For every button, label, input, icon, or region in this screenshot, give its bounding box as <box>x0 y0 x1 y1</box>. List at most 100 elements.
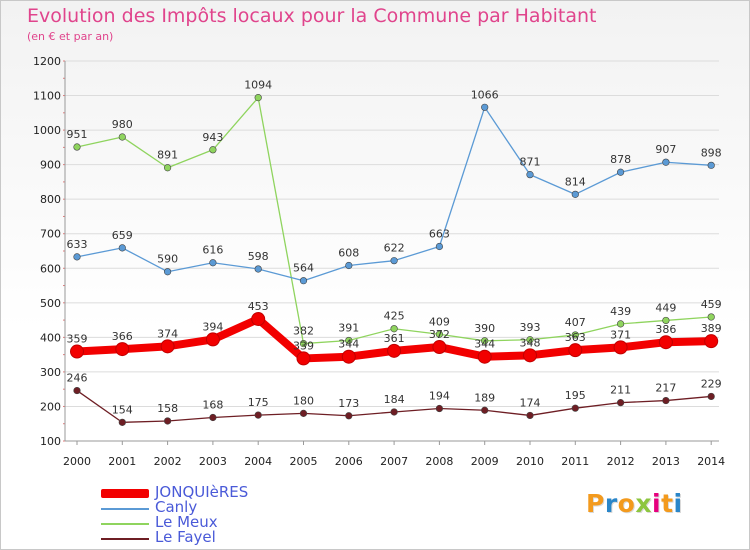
data-label-jonquieres: 453 <box>248 300 269 313</box>
x-tick-label: 2008 <box>425 455 453 468</box>
data-point-le-meux <box>254 94 262 102</box>
data-point-jonquieres <box>160 339 175 354</box>
data-point-canly <box>707 161 715 169</box>
data-point-le-meux <box>526 336 534 344</box>
data-label-canly: 659 <box>112 229 133 242</box>
data-label-le-meux: 1094 <box>244 79 272 92</box>
logo-letter: i <box>673 489 683 518</box>
data-label-jonquieres: 348 <box>520 336 541 349</box>
data-label-le-fayel: 195 <box>565 389 586 402</box>
data-point-le-fayel <box>118 418 126 426</box>
data-point-jonquieres <box>296 351 311 366</box>
data-point-canly <box>435 242 444 251</box>
x-tick-label: 2014 <box>697 455 725 468</box>
data-label-le-meux: 891 <box>157 149 178 162</box>
data-point-jonquieres <box>387 343 402 358</box>
y-tick-label: 700 <box>40 228 61 241</box>
data-label-canly: 564 <box>293 262 314 275</box>
y-tick-label: 600 <box>40 262 61 275</box>
x-tick-label: 2006 <box>335 455 363 468</box>
data-label-jonquieres: 386 <box>655 323 676 336</box>
data-point-le-fayel <box>481 406 489 414</box>
data-label-le-fayel: 184 <box>384 393 405 406</box>
data-point-canly <box>164 268 172 276</box>
data-label-le-meux: 391 <box>338 321 359 334</box>
data-label-le-meux: 407 <box>565 316 586 329</box>
y-tick-label: 100 <box>40 435 61 448</box>
x-tick-label: 2012 <box>607 455 635 468</box>
data-point-canly <box>118 244 126 252</box>
data-label-jonquieres: 339 <box>293 339 314 352</box>
data-label-jonquieres: 394 <box>202 320 223 333</box>
y-tick-label: 300 <box>40 366 61 379</box>
x-tick-label: 2003 <box>199 455 227 468</box>
data-point-le-fayel <box>707 392 715 401</box>
legend-swatch-canly <box>101 508 149 510</box>
data-point-jonquieres <box>432 340 447 355</box>
data-label-canly: 907 <box>655 143 676 156</box>
data-label-le-fayel: 174 <box>520 396 541 409</box>
data-label-le-fayel: 168 <box>202 399 223 412</box>
data-label-jonquieres: 374 <box>157 327 178 340</box>
data-label-le-meux: 980 <box>112 118 133 131</box>
data-label-le-fayel: 229 <box>701 377 722 390</box>
data-point-le-fayel <box>662 396 670 405</box>
data-label-le-fayel: 189 <box>474 391 495 404</box>
data-point-jonquieres <box>205 332 220 347</box>
data-point-le-fayel <box>435 404 444 413</box>
data-point-le-meux <box>73 143 81 151</box>
data-label-le-meux: 393 <box>520 321 541 334</box>
data-label-le-fayel: 173 <box>338 397 359 410</box>
data-label-le-meux: 449 <box>655 301 676 314</box>
x-tick-label: 2011 <box>561 455 589 468</box>
y-tick-label: 1100 <box>33 90 61 103</box>
chart-title: Evolution des Impôts locaux pour la Comm… <box>27 5 597 27</box>
x-tick-label: 2001 <box>108 455 136 468</box>
x-tick-label: 2000 <box>63 455 91 468</box>
data-label-jonquieres: 361 <box>384 332 405 345</box>
data-point-canly <box>616 168 625 176</box>
data-point-canly <box>73 253 81 261</box>
data-point-le-meux <box>616 320 625 328</box>
data-label-jonquieres: 344 <box>338 338 359 351</box>
data-point-le-meux <box>299 339 308 348</box>
data-label-le-meux: 439 <box>610 305 631 318</box>
data-point-canly <box>662 158 670 166</box>
legend-swatch-le-meux <box>101 523 149 525</box>
x-tick-label: 2010 <box>516 455 544 468</box>
legend-swatch-le-fayel <box>101 538 149 540</box>
data-label-le-fayel: 217 <box>655 382 676 395</box>
legend-label-canly: Canly <box>155 498 198 516</box>
x-tick-label: 2004 <box>244 455 272 468</box>
logo-letter: t <box>661 489 674 518</box>
proxiti-logo: Proxiti <box>586 489 683 518</box>
data-point-canly <box>254 265 262 273</box>
data-label-jonquieres: 372 <box>429 328 450 341</box>
data-point-jonquieres <box>70 344 84 359</box>
data-label-canly: 616 <box>202 244 223 257</box>
data-label-canly: 878 <box>610 153 631 166</box>
data-point-le-fayel <box>299 409 308 417</box>
logo-letter: i <box>652 489 662 518</box>
data-point-le-fayel <box>254 411 262 419</box>
data-label-canly: 633 <box>67 238 88 251</box>
y-tick-label: 200 <box>40 400 61 413</box>
data-label-canly: 598 <box>248 250 269 263</box>
y-tick-label: 800 <box>40 193 61 206</box>
data-label-le-fayel: 211 <box>610 384 631 397</box>
data-point-jonquieres <box>251 312 266 327</box>
data-point-jonquieres <box>115 342 130 357</box>
y-tick-label: 900 <box>40 159 61 172</box>
data-point-jonquieres <box>568 343 583 358</box>
data-point-canly <box>526 171 534 179</box>
data-label-le-meux: 390 <box>474 322 495 335</box>
data-label-canly: 608 <box>338 247 359 260</box>
logo-letter: x <box>635 489 652 518</box>
data-point-le-fayel <box>616 399 625 407</box>
data-point-le-meux <box>662 316 670 325</box>
data-label-canly: 814 <box>565 175 586 188</box>
x-tick-label: 2013 <box>652 455 680 468</box>
x-tick-label: 2005 <box>290 455 318 468</box>
data-point-le-fayel <box>164 417 172 425</box>
